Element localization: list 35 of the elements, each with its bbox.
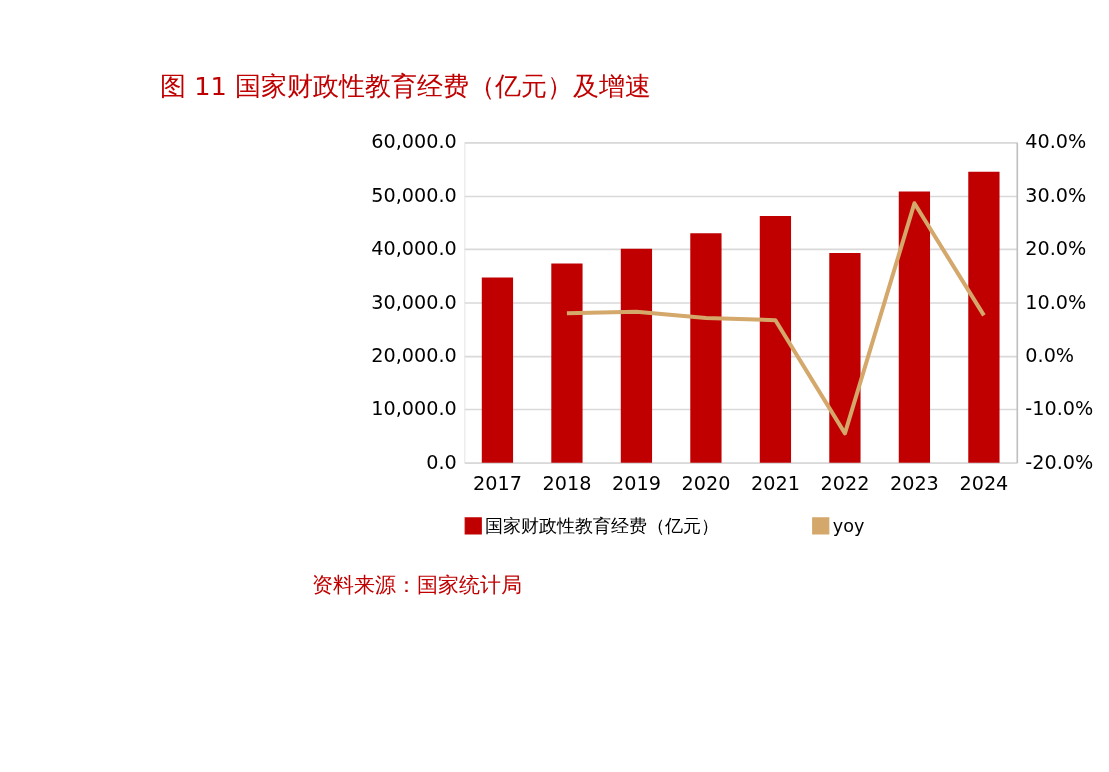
y-tick-label: 40,000.0 [371, 237, 457, 261]
y2-tick-label: 30.0% [1025, 183, 1087, 207]
x-tick-label: 2024 [959, 471, 1009, 495]
line-series [564, 201, 986, 436]
bar [968, 171, 1000, 463]
y-tick-label: 60,000.0 [371, 130, 457, 154]
y2-tick-label: 20.0% [1025, 237, 1087, 261]
x-tick-label: 2020 [681, 471, 731, 495]
bar [690, 233, 722, 463]
bar [829, 252, 861, 463]
bar [551, 263, 583, 463]
y2-tick-label: 10.0% [1025, 290, 1087, 314]
x-tick-label: 2019 [611, 471, 661, 495]
y-tick-label: 10,000.0 [371, 397, 457, 421]
y2-tick-label: -20.0% [1025, 450, 1094, 474]
y2-tick-label: 40.0% [1025, 130, 1087, 154]
x-tick-label: 2018 [542, 471, 592, 495]
y-tick-label: 20,000.0 [371, 343, 457, 367]
y2-tick-label: -10.0% [1025, 397, 1094, 421]
x-tick-label: 2017 [472, 471, 522, 495]
y-tick-label: 30,000.0 [371, 290, 457, 314]
text: 资料来源：国家统计局 [312, 572, 523, 597]
x-tick-label: 2021 [750, 471, 800, 495]
y-tick-label: 0.0 [426, 450, 457, 474]
x-tick-label: 2022 [820, 471, 870, 495]
bar [759, 216, 792, 463]
y2-tick-label: 0.0% [1025, 343, 1075, 367]
y-tick-label: 50,000.0 [371, 183, 457, 207]
bar [620, 248, 653, 463]
legend-label: yoy [832, 515, 865, 536]
bar [481, 277, 514, 463]
legend-label: 国家财政性教育经费（亿元） [485, 515, 720, 536]
chart-title: 图 11 国家财政性教育经费（亿元）及增速 [160, 71, 652, 102]
x-tick-label: 2023 [889, 471, 939, 495]
bar [898, 191, 931, 463]
